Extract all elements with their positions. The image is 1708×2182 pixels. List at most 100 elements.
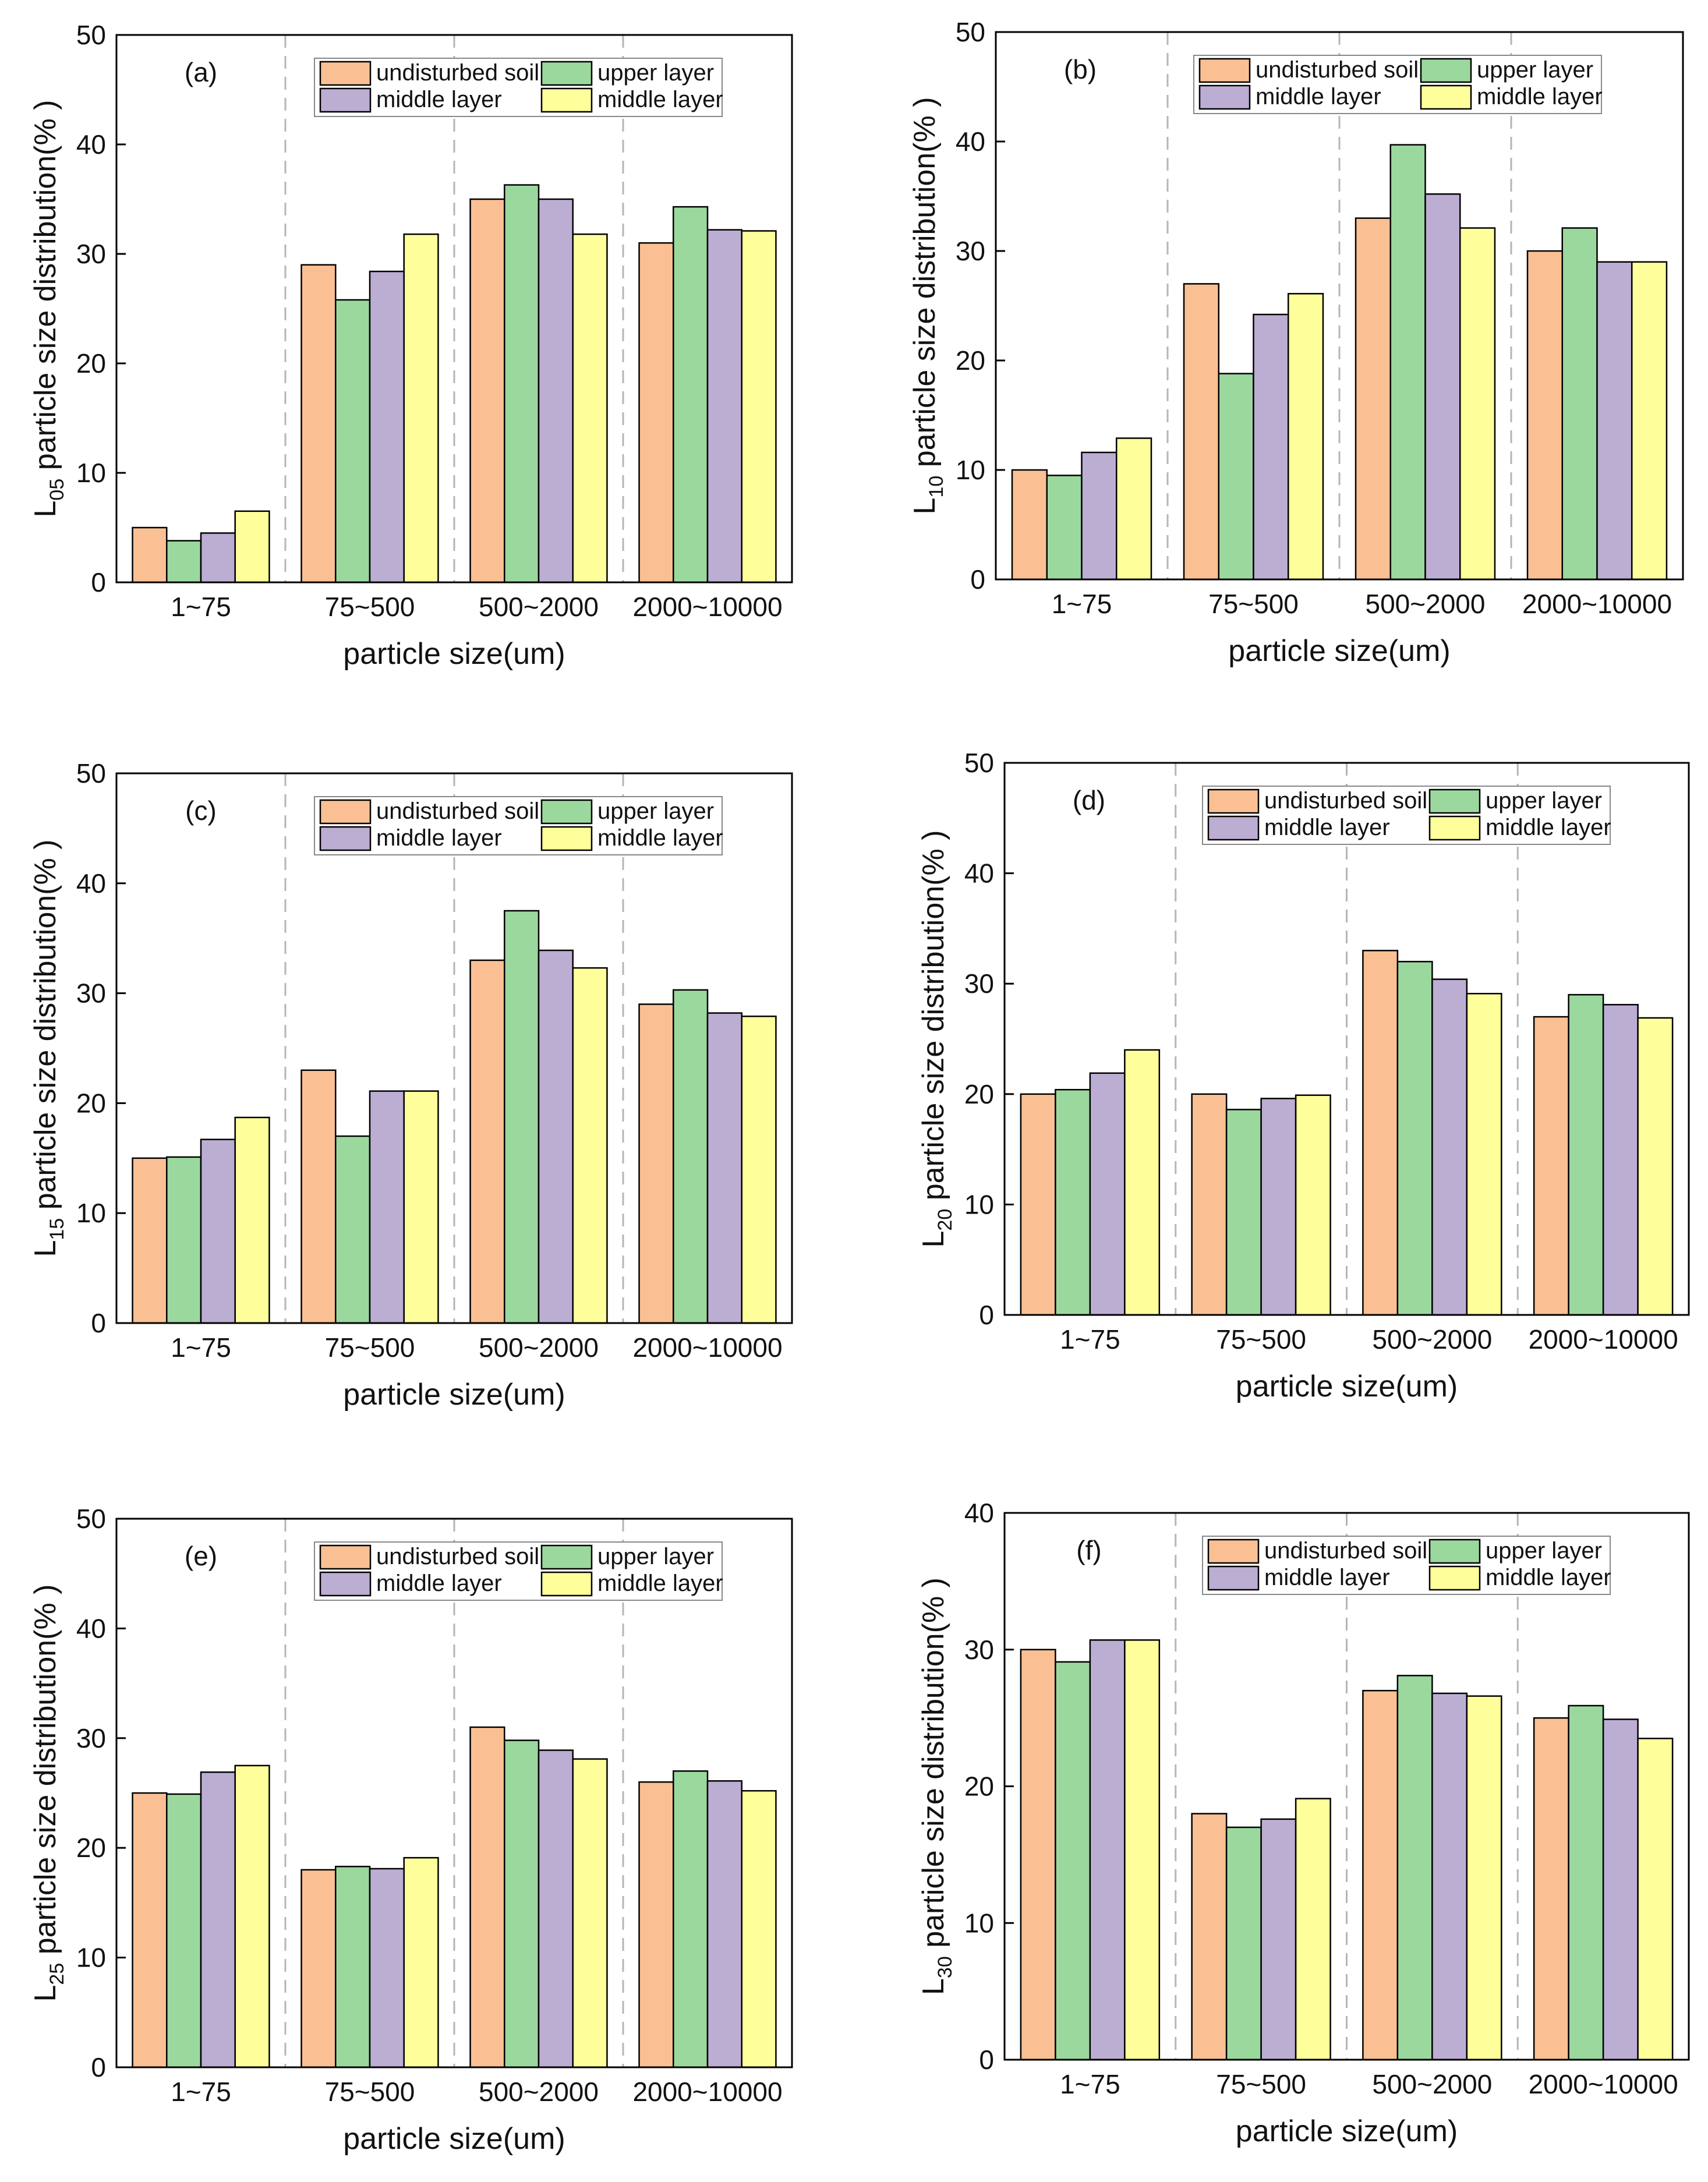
y-axis-title: L05 particle size distribution(% ) xyxy=(29,100,68,518)
x-axis-title: particle size(um) xyxy=(1236,2114,1458,2148)
y-axis-title-main: L xyxy=(29,501,62,518)
x-tick-label: 75~500 xyxy=(325,592,415,622)
bar-undisturbed-soil xyxy=(469,198,505,583)
y-axis-title: L15 particle size distribution(% ) xyxy=(29,840,68,1257)
bar-middle-layer xyxy=(1253,313,1289,581)
bar-lower-layer xyxy=(1295,1094,1331,1316)
legend-label: upper layer xyxy=(597,60,714,86)
legend-label: undisturbed soil xyxy=(1264,1538,1427,1564)
legend-label: undisturbed soil xyxy=(376,1544,539,1569)
bar-upper-layer xyxy=(1568,1704,1604,2061)
x-tick-label: 75~500 xyxy=(1208,589,1299,619)
bar-middle-layer xyxy=(706,1012,742,1324)
legend-swatch-middle-layer xyxy=(1207,815,1260,841)
bar-upper-layer xyxy=(1225,1109,1262,1316)
bar-upper-layer xyxy=(335,299,371,583)
bar-undisturbed-soil xyxy=(1526,250,1564,581)
y-axis-title: L10 particle size distribution(% ) xyxy=(908,97,947,515)
chart-panel-f: 0 10 20 30 40 1~75 75~500 500~2000 2000~10000 par… xyxy=(917,1498,1690,2148)
x-axis-title: particle size(um) xyxy=(343,2122,565,2156)
y-axis-title: L30 particle size distribution(% ) xyxy=(917,1578,956,1995)
legend-box xyxy=(1202,786,1611,845)
x-tick-label: 2000~10000 xyxy=(632,2077,782,2107)
x-tick-label: 500~2000 xyxy=(479,592,599,622)
plot-frame xyxy=(115,34,793,583)
bar-middle-layer xyxy=(1260,1098,1297,1316)
legend-label: middle layer xyxy=(1264,815,1390,840)
bar-upper-layer xyxy=(673,1770,709,2068)
bar-upper-layer xyxy=(673,989,709,1324)
bar-upper-layer xyxy=(1568,993,1604,1316)
y-tick-label: 50 xyxy=(956,17,985,47)
x-tick-label: 500~2000 xyxy=(1372,2069,1492,2099)
legend-swatch-lower-layer xyxy=(1428,815,1481,841)
legend-swatch-undisturbed-soil xyxy=(1207,788,1260,814)
chart-panel-a: 0 10 20 30 40 50 1~75 75~500 500~2000 2000~10000 p… xyxy=(29,20,793,671)
y-tick-label: 20 xyxy=(956,345,985,376)
bar-lower-layer xyxy=(403,1856,439,2068)
x-tick-label: 1~75 xyxy=(171,1332,231,1363)
bar-middle-layer xyxy=(200,1138,236,1324)
bar-lower-layer xyxy=(1124,1639,1161,2061)
legend-label: middle layer xyxy=(1256,84,1381,109)
y-tick-label: 0 xyxy=(91,567,106,597)
bar-lower-layer xyxy=(1295,1798,1331,2061)
x-tick-label: 500~2000 xyxy=(1366,589,1486,619)
y-tick-label: 10 xyxy=(956,455,985,485)
legend-swatch-middle-layer xyxy=(319,87,372,113)
bar-upper-layer xyxy=(1389,144,1426,581)
bar-lower-layer xyxy=(572,1758,608,2068)
bar-middle-layer xyxy=(369,1090,405,1324)
x-tick-label: 500~2000 xyxy=(1372,1324,1492,1355)
y-tick-label: 40 xyxy=(76,129,106,160)
y-tick-label: 20 xyxy=(964,1079,994,1109)
bar-middle-layer xyxy=(1260,1818,1297,2061)
plot-frame xyxy=(115,772,793,1324)
bar-undisturbed-soil xyxy=(1355,217,1392,581)
bar-lower-layer xyxy=(1124,1049,1161,1316)
bar-undisturbed-soil xyxy=(469,959,505,1324)
y-axis-title-rest: particle size distribution(% ) xyxy=(29,100,62,479)
bar-upper-layer xyxy=(166,540,202,583)
x-axis-title: particle size(um) xyxy=(343,1378,565,1412)
bar-middle-layer xyxy=(1089,1639,1126,2061)
bar-undisturbed-soil xyxy=(638,1003,674,1324)
bar-middle-layer xyxy=(1431,978,1468,1316)
bar-undisturbed-soil xyxy=(1183,283,1220,581)
plot-frame xyxy=(995,31,1684,581)
legend-box xyxy=(314,58,723,117)
bar-undisturbed-soil xyxy=(638,1781,674,2068)
y-axis-title-rest: particle size distribution(% ) xyxy=(917,1578,950,1956)
legend-swatch-undisturbed-soil xyxy=(319,61,372,86)
bar-undisturbed-soil xyxy=(1020,1093,1056,1316)
legend-swatch-lower-layer xyxy=(1428,1565,1481,1591)
y-axis-title-main: L xyxy=(917,1231,950,1248)
bar-upper-layer xyxy=(1055,1661,1091,2061)
x-tick-label: 2000~10000 xyxy=(1529,1324,1678,1355)
bar-upper-layer xyxy=(1225,1826,1262,2061)
bar-upper-layer xyxy=(504,910,540,1324)
bar-upper-layer xyxy=(1218,373,1254,581)
legend-label: undisturbed soil xyxy=(1264,788,1427,814)
y-tick-label: 20 xyxy=(76,348,106,379)
bar-middle-layer xyxy=(369,1868,405,2068)
x-tick-label: 75~500 xyxy=(325,1332,415,1363)
y-tick-label: 20 xyxy=(964,1771,994,1802)
bar-lower-layer xyxy=(234,1764,270,2068)
legend-swatch-lower-layer xyxy=(540,1571,593,1597)
panel-label: (e) xyxy=(185,1541,217,1571)
legend-swatch-middle-layer xyxy=(1198,84,1251,110)
x-tick-label: 1~75 xyxy=(1060,1324,1120,1355)
x-tick-label: 1~75 xyxy=(171,592,231,622)
y-axis-title-rest: particle size distribution(% ) xyxy=(29,1585,62,1963)
bar-lower-layer xyxy=(403,1090,439,1324)
bar-lower-layer xyxy=(1115,437,1152,581)
y-axis-title-subscript: 15 xyxy=(46,1218,68,1240)
legend-swatch-middle-layer xyxy=(319,826,372,851)
y-tick-label: 30 xyxy=(964,1635,994,1665)
y-tick-label: 50 xyxy=(76,1504,106,1534)
legend-label: middle layer xyxy=(1477,84,1603,109)
legend-box xyxy=(1193,55,1602,114)
